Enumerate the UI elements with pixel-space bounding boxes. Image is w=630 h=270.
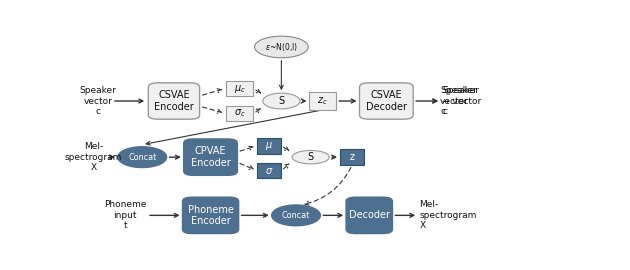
Text: Speaker
vector
c: Speaker vector c xyxy=(80,86,117,116)
Text: S: S xyxy=(307,152,314,162)
Text: Phoneme
input
t: Phoneme input t xyxy=(104,200,146,230)
Circle shape xyxy=(263,93,300,109)
Text: Phoneme
Encoder: Phoneme Encoder xyxy=(188,205,234,226)
Text: Decoder: Decoder xyxy=(349,210,390,220)
Text: $\mu_c$: $\mu_c$ xyxy=(234,83,246,94)
FancyBboxPatch shape xyxy=(148,83,200,119)
Text: $\varepsilon$~N(0,I): $\varepsilon$~N(0,I) xyxy=(265,41,298,53)
Bar xyxy=(257,138,282,154)
Text: z: z xyxy=(350,152,355,162)
Bar xyxy=(226,81,253,96)
Circle shape xyxy=(272,205,321,226)
Bar xyxy=(226,106,253,121)
Ellipse shape xyxy=(292,150,329,164)
Text: $z_c$: $z_c$ xyxy=(318,95,328,107)
Text: S: S xyxy=(278,96,284,106)
Text: CSVAE
Decoder: CSVAE Decoder xyxy=(366,90,407,112)
Text: CPVAE
Encoder: CPVAE Encoder xyxy=(191,146,231,168)
Text: Concat: Concat xyxy=(282,211,310,220)
Text: CSVAE
Encoder: CSVAE Encoder xyxy=(154,90,194,112)
Text: Mel-
spectrogram
X: Mel- spectrogram X xyxy=(65,142,122,172)
Text: $\mu$: $\mu$ xyxy=(265,140,273,152)
FancyBboxPatch shape xyxy=(184,139,238,175)
Bar xyxy=(340,149,364,165)
FancyBboxPatch shape xyxy=(360,83,413,119)
Text: Speaker
→ vector
c: Speaker → vector c xyxy=(442,86,482,116)
Text: $\sigma$: $\sigma$ xyxy=(265,166,273,176)
Bar xyxy=(257,163,282,178)
FancyBboxPatch shape xyxy=(183,197,239,234)
Ellipse shape xyxy=(255,36,308,58)
Text: $\sigma_c$: $\sigma_c$ xyxy=(234,107,246,119)
Text: Speaker
vector
c: Speaker vector c xyxy=(440,86,477,116)
Bar xyxy=(309,92,336,110)
Text: Concat: Concat xyxy=(128,153,156,162)
FancyBboxPatch shape xyxy=(346,197,392,234)
Text: Mel-
spectrogram
X: Mel- spectrogram X xyxy=(420,200,477,230)
Circle shape xyxy=(118,147,166,167)
